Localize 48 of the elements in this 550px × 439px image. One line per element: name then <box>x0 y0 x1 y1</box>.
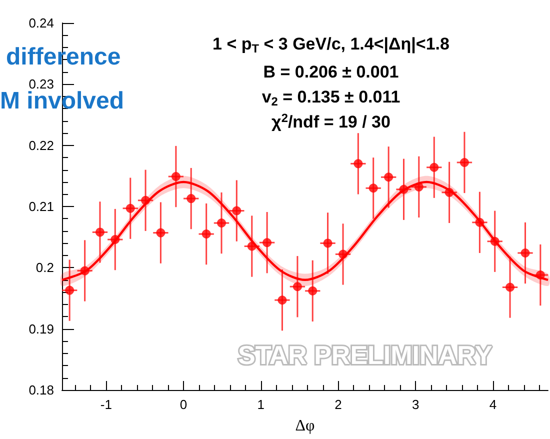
point <box>95 228 104 237</box>
point <box>247 242 256 251</box>
point <box>460 158 469 167</box>
point <box>292 282 302 292</box>
x-tick-label: 2 <box>334 397 342 412</box>
point <box>156 228 166 238</box>
point <box>338 250 348 259</box>
point <box>217 218 226 228</box>
point <box>308 286 318 296</box>
x-tick-label: 3 <box>412 397 420 412</box>
point <box>430 162 439 172</box>
x-tick-label: 4 <box>489 397 497 412</box>
point <box>171 172 180 182</box>
point <box>368 184 378 193</box>
x-tick-label: 1 <box>257 397 264 412</box>
point <box>490 236 500 246</box>
point <box>262 238 272 248</box>
point <box>384 172 394 182</box>
point <box>110 235 120 244</box>
point <box>232 206 242 216</box>
annotation: STAR PRELIMINARY <box>238 340 492 370</box>
y-tick-label: 0.23 <box>28 76 54 92</box>
point <box>80 266 90 276</box>
point <box>278 296 287 305</box>
x-tick-label: -1 <box>100 397 112 412</box>
point <box>126 204 135 213</box>
y-tick-label: 0.19 <box>28 321 54 336</box>
y-tick-label: 0.21 <box>28 199 54 214</box>
point <box>414 182 424 192</box>
annotation: B = 0.206 ± 0.001 <box>263 62 399 82</box>
point <box>506 282 515 292</box>
point <box>536 270 545 280</box>
point <box>399 184 408 194</box>
point <box>65 286 74 295</box>
point <box>444 188 454 197</box>
point <box>141 196 150 205</box>
point <box>520 248 530 258</box>
y-tick-label: 0.22 <box>28 138 54 153</box>
y-tick-label: 0.18 <box>28 382 54 398</box>
x-axis-title: Δφ <box>295 418 315 434</box>
point <box>475 218 484 227</box>
point <box>323 238 332 248</box>
y-tick-label: 0.24 <box>28 16 54 30</box>
point <box>354 159 363 168</box>
point <box>186 194 196 204</box>
point <box>202 230 211 239</box>
y-tick-label: 0.2 <box>36 260 54 276</box>
x-tick-label: 0 <box>180 397 188 412</box>
